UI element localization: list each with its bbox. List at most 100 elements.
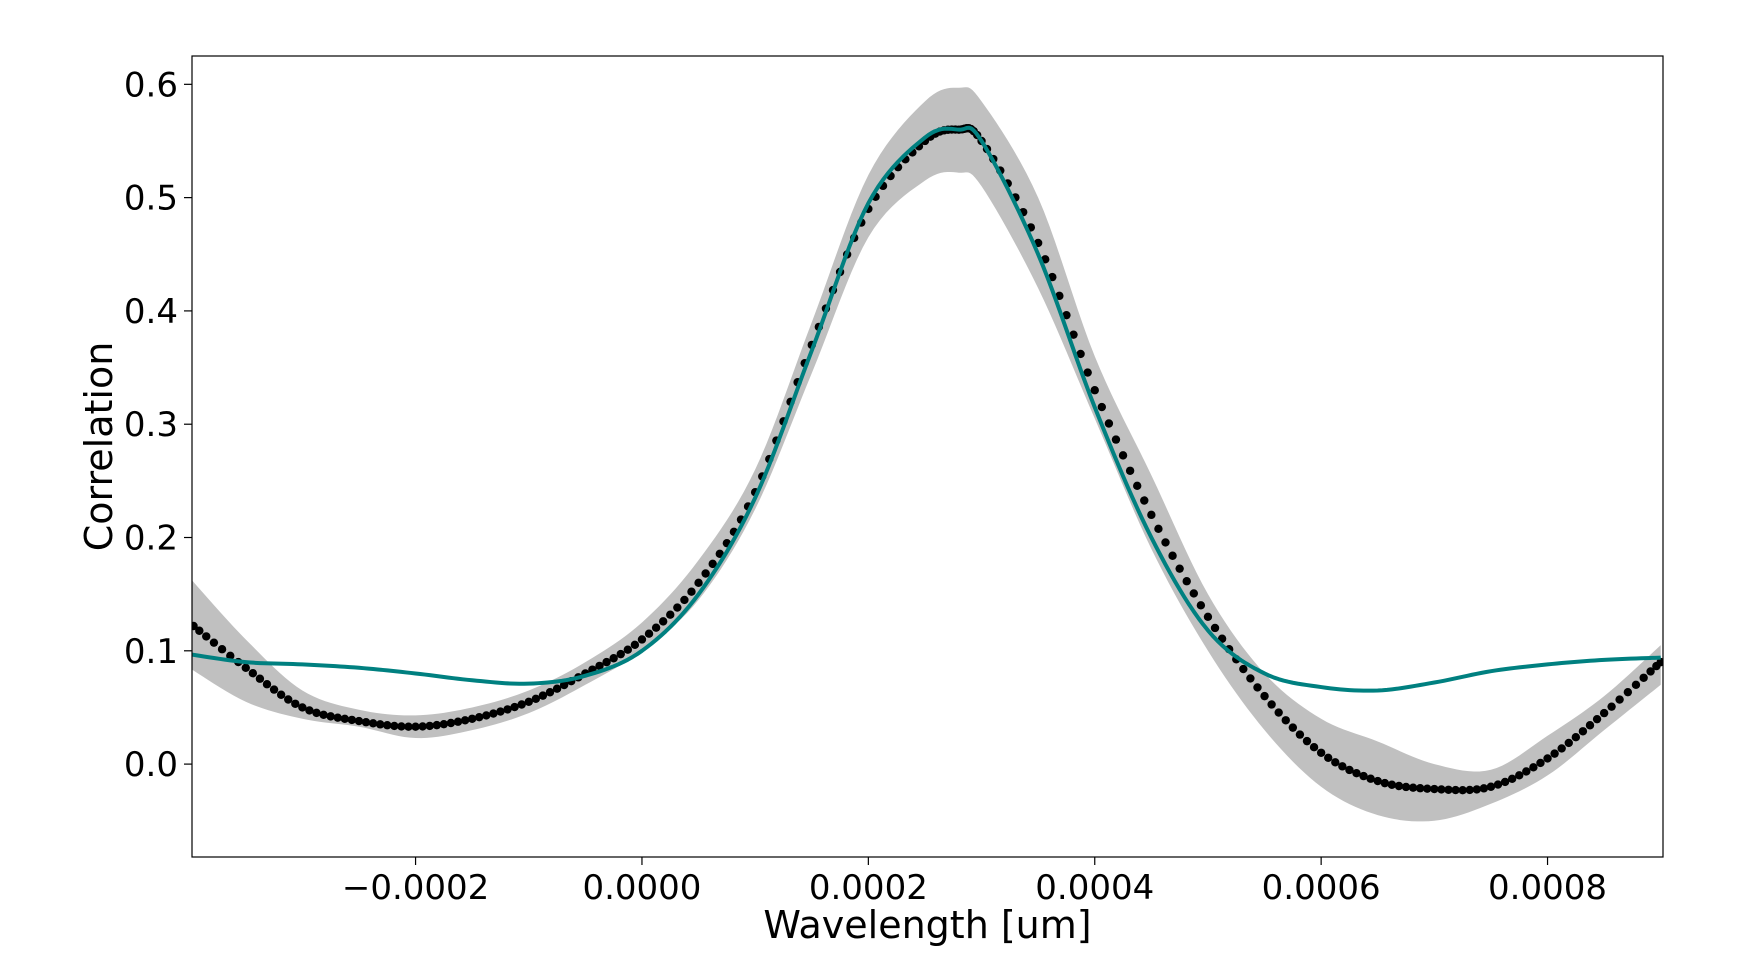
- y-axis-ticks: 0.0 0.1 0.2 0.3 0.4 0.5 0.6: [124, 65, 192, 785]
- y-tick-label: 0.2: [124, 519, 178, 559]
- data-point: [517, 700, 526, 709]
- data-point: [340, 714, 350, 724]
- data-point: [291, 699, 300, 708]
- data-point: [1253, 683, 1262, 692]
- x-axis-label: Wavelength [um]: [763, 903, 1091, 947]
- data-point: [305, 706, 314, 715]
- data-point: [1302, 736, 1312, 746]
- data-point: [503, 705, 512, 714]
- data-point: [1281, 716, 1290, 725]
- data-point: [475, 712, 484, 722]
- data-point: [1246, 674, 1255, 683]
- data-point: [1352, 769, 1361, 778]
- data-point: [1394, 781, 1404, 791]
- data-point: [1529, 763, 1538, 772]
- data-point: [1437, 785, 1446, 794]
- data-point: [1585, 721, 1595, 730]
- data-point: [217, 645, 227, 654]
- data-point: [1536, 758, 1545, 768]
- y-tick-label: 0.3: [124, 405, 178, 445]
- data-point: [411, 722, 420, 731]
- x-tick-label: 0.0004: [1035, 868, 1154, 908]
- data-point: [1196, 601, 1206, 610]
- data-point: [439, 719, 449, 729]
- data-point: [1338, 762, 1347, 771]
- data-point: [1345, 765, 1354, 775]
- x-tick-label: 0.0008: [1488, 868, 1607, 908]
- data-point: [1055, 291, 1064, 301]
- data-point: [298, 703, 307, 712]
- y-tick-label: 0.4: [124, 292, 178, 332]
- data-point: [248, 669, 258, 678]
- data-point: [1062, 310, 1071, 320]
- data-point: [1175, 564, 1184, 573]
- data-point: [1522, 767, 1531, 776]
- plot-frame: [191, 55, 1664, 858]
- data-point: [1288, 723, 1298, 732]
- x-tick-label: 0.0000: [582, 868, 701, 908]
- data-point: [1324, 753, 1333, 762]
- data-point: [1607, 702, 1616, 711]
- data-point: [1507, 774, 1517, 783]
- data-point: [1401, 782, 1411, 792]
- y-axis-label: Correlation: [77, 342, 121, 552]
- data-point: [467, 714, 477, 723]
- data-point: [347, 715, 357, 725]
- data-point: [1118, 451, 1128, 460]
- data-point: [644, 629, 654, 638]
- data-point: [602, 657, 611, 667]
- data-point: [1465, 785, 1474, 795]
- data-point: [1515, 771, 1524, 780]
- data-point: [276, 690, 286, 699]
- data-point: [312, 708, 321, 718]
- data-point: [1331, 758, 1340, 767]
- data-point: [397, 722, 406, 731]
- data-point: [1203, 612, 1213, 622]
- data-point: [1564, 738, 1573, 748]
- data-point: [1639, 673, 1648, 682]
- data-point: [1472, 785, 1481, 794]
- data-point: [361, 718, 371, 727]
- data-point: [1359, 771, 1368, 781]
- data-point: [595, 661, 604, 671]
- data-point: [1147, 510, 1156, 520]
- data-point: [195, 626, 204, 635]
- fit-line: [192, 125, 1661, 693]
- data-point: [1500, 777, 1510, 787]
- data-point: [1486, 782, 1496, 791]
- data-point: [630, 640, 640, 650]
- data-point: [708, 559, 717, 569]
- data-point: [1557, 744, 1566, 753]
- y-tick-label: 0.6: [124, 65, 178, 105]
- data-point: [1140, 496, 1149, 505]
- data-point: [1571, 732, 1581, 742]
- data-point: [1210, 623, 1220, 633]
- data-point: [1295, 730, 1305, 739]
- data-point: [1267, 700, 1276, 709]
- data-point: [446, 718, 456, 728]
- data-point: [1069, 330, 1078, 339]
- data-point: [1104, 419, 1114, 428]
- data-point: [432, 720, 441, 730]
- data-point: [1309, 743, 1319, 752]
- data-point: [1656, 657, 1663, 667]
- data-point: [284, 695, 293, 704]
- data-point: [1493, 780, 1503, 789]
- data-point: [1090, 386, 1099, 395]
- data-point: [1154, 524, 1163, 534]
- data-point: [1111, 435, 1121, 444]
- data-point: [496, 707, 505, 716]
- data-point: [1168, 551, 1177, 560]
- data-point: [552, 684, 562, 693]
- data-point: [202, 632, 211, 641]
- data-point: [701, 569, 710, 578]
- data-point: [1631, 680, 1641, 689]
- data-point: [1623, 687, 1633, 697]
- data-point: [390, 721, 399, 731]
- data-point: [226, 651, 235, 660]
- data-point: [1380, 778, 1390, 788]
- data-point: [1592, 714, 1602, 724]
